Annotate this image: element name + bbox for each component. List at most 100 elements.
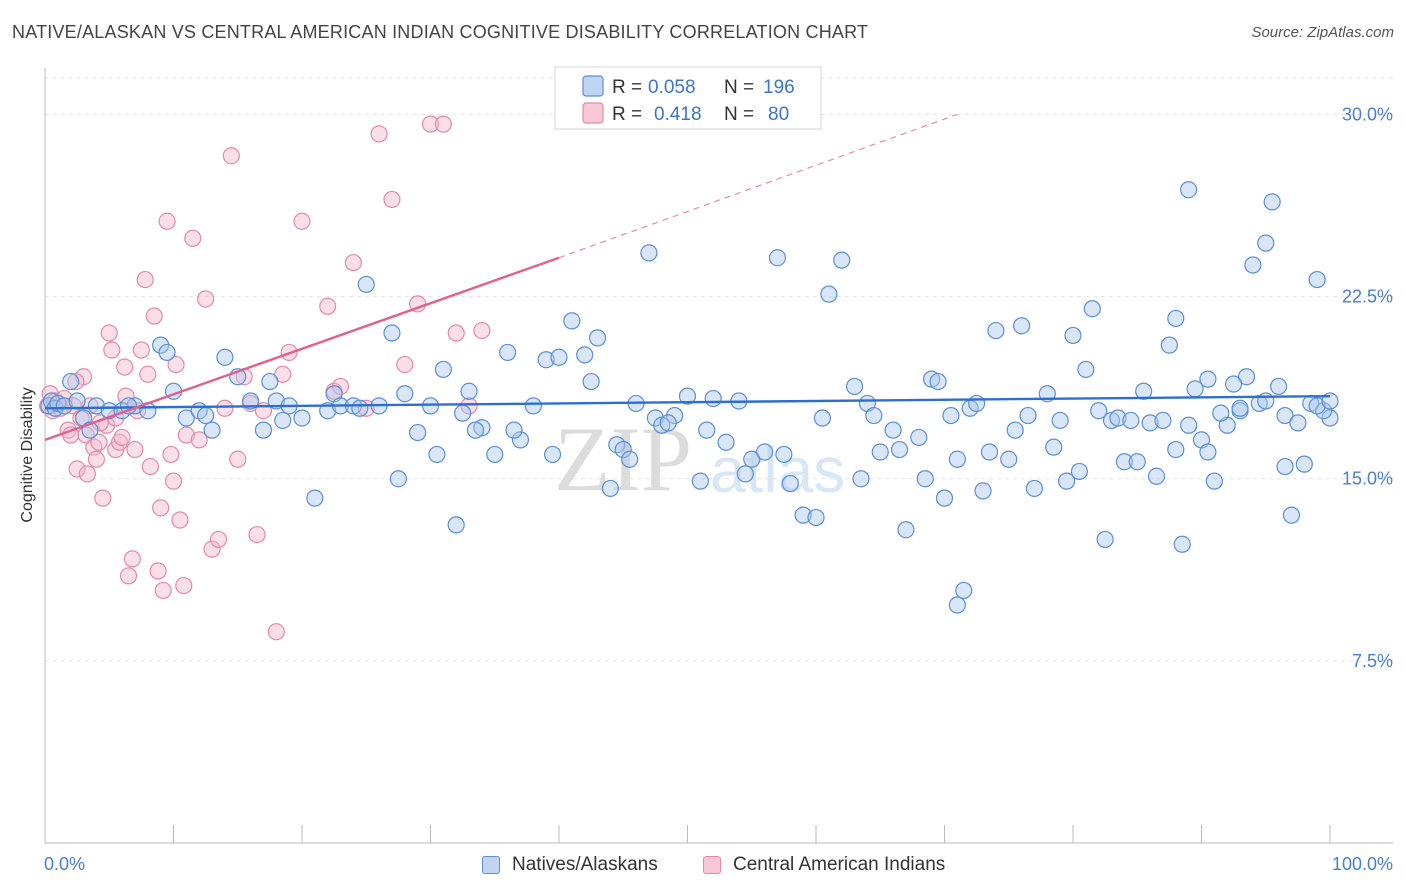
natives-point-66 — [743, 450, 761, 468]
natives-point-39 — [434, 360, 452, 379]
central-american-point-50 — [216, 399, 234, 417]
natives-point-121 — [351, 399, 369, 417]
central-american-point-36 — [152, 499, 170, 517]
natives-point-160 — [1212, 404, 1230, 422]
natives-point-113 — [1276, 457, 1294, 476]
central-american-point-66 — [370, 125, 388, 143]
natives-point-72 — [820, 285, 838, 303]
legend-n-value-pink: 80 — [768, 104, 789, 125]
bottom-legend-swatch-pink — [703, 856, 721, 874]
natives-point-6 — [68, 392, 86, 410]
x-tick-label-0: 0.0% — [44, 854, 85, 874]
watermark-zip: ZIP — [554, 408, 692, 510]
natives-point-5 — [62, 372, 80, 391]
natives-point-119 — [197, 406, 215, 425]
chart-title: NATIVE/ALASKAN VS CENTRAL AMERICAN INDIA… — [12, 22, 869, 42]
central-american-point-58 — [274, 365, 292, 383]
central-american-point-35 — [149, 562, 167, 580]
bottom-legend-swatch-blue — [482, 856, 500, 874]
stats-legend: R = 0.058 N = 196 R = 0.418 N = 80 — [554, 66, 822, 130]
natives-point-157 — [1147, 467, 1166, 485]
central-american-point-57 — [267, 623, 285, 641]
natives-point-74 — [845, 377, 864, 396]
natives-point-115 — [1295, 455, 1313, 473]
legend-n-value-blue: 196 — [763, 77, 795, 98]
y-axis-label: Cognitive Disability — [19, 387, 36, 522]
natives-point-131 — [1122, 411, 1140, 430]
central-american-point-61 — [319, 297, 337, 315]
natives-point-86 — [987, 321, 1005, 340]
natives-point-51 — [576, 346, 594, 364]
natives-point-126 — [736, 465, 754, 483]
natives-point-87 — [1000, 450, 1018, 468]
natives-point-169 — [1180, 181, 1198, 199]
natives-point-112 — [1269, 377, 1288, 396]
natives-point-102 — [1173, 535, 1191, 553]
natives-point-76 — [871, 443, 889, 461]
natives-point-145 — [1237, 368, 1256, 386]
central-american-point-20 — [100, 324, 118, 342]
zipatlas-watermark: ZIP atlas — [554, 408, 845, 510]
central-american-point-30 — [132, 341, 150, 359]
source-credit: Source: ZipAtlas.com — [1251, 24, 1394, 41]
natives-point-50 — [563, 312, 581, 330]
central-american-point-42 — [171, 511, 189, 529]
legend-r-value-pink: 0.418 — [654, 104, 702, 125]
natives-point-68 — [768, 249, 787, 267]
natives-point-149 — [942, 406, 960, 425]
natives-point-132 — [1199, 370, 1217, 388]
natives-point-81 — [935, 489, 954, 507]
natives-point-140 — [852, 470, 870, 488]
natives-point-4 — [55, 397, 73, 415]
central-american-point-18 — [94, 489, 112, 507]
central-american-point-27 — [123, 550, 141, 568]
natives-point-77 — [884, 421, 902, 439]
central-american-point-52 — [229, 450, 247, 468]
natives-point-44 — [486, 445, 504, 464]
natives-point-125 — [659, 414, 677, 432]
natives-point-137 — [621, 450, 639, 468]
central-american-point-40 — [164, 472, 183, 490]
natives-point-106 — [1205, 472, 1223, 490]
central-american-point-33 — [141, 457, 159, 476]
natives-point-123 — [505, 421, 523, 439]
legend-n-label-blue: N = — [724, 77, 754, 98]
central-american-point-34 — [145, 307, 163, 325]
natives-point-93 — [1077, 360, 1095, 379]
natives-point-85 — [980, 443, 999, 461]
natives-point-41 — [454, 404, 472, 422]
y-tick-label-3: 30.0% — [1342, 104, 1393, 124]
natives-point-136 — [543, 445, 562, 464]
legend-swatch-pink — [582, 102, 604, 124]
natives-point-129 — [968, 394, 986, 413]
legend-n-label-pink: N = — [724, 104, 754, 125]
central-american-point-47 — [197, 290, 215, 308]
y-tick-label-1: 15.0% — [1342, 469, 1393, 489]
natives-point-24 — [261, 372, 279, 391]
natives-point-154 — [1070, 462, 1089, 481]
natives-point-73 — [833, 251, 851, 269]
central-american-point-68 — [396, 355, 414, 374]
natives-point-128 — [890, 440, 909, 459]
legend-r-value-blue: 0.058 — [648, 77, 696, 98]
bottom-legend: Natives/Alaskans Central American Indian… — [0, 852, 1406, 878]
natives-point-139 — [775, 445, 793, 464]
natives-point-20 — [216, 348, 234, 366]
y-tick-labels: 7.5% 15.0% 22.5% 30.0% — [1342, 104, 1393, 670]
natives-trend-line — [44, 394, 1331, 410]
central-american-point-45 — [184, 229, 202, 247]
central-american-point-17 — [90, 433, 108, 451]
central-american-point-32 — [139, 365, 157, 383]
natives-point-57 — [640, 244, 658, 262]
central-american-point-70 — [421, 115, 440, 133]
natives-point-116 — [1308, 270, 1326, 289]
natives-point-135 — [466, 421, 485, 439]
natives-point-53 — [601, 479, 620, 498]
natives-point-61 — [678, 387, 697, 405]
bottom-legend-item-central-american: Central American Indians — [703, 852, 945, 878]
blue-series-points — [40, 181, 1339, 614]
natives-point-88 — [1012, 317, 1031, 335]
natives-point-17 — [177, 409, 195, 427]
central-american-point-74 — [473, 321, 491, 340]
natives-point-162 — [1231, 399, 1249, 417]
